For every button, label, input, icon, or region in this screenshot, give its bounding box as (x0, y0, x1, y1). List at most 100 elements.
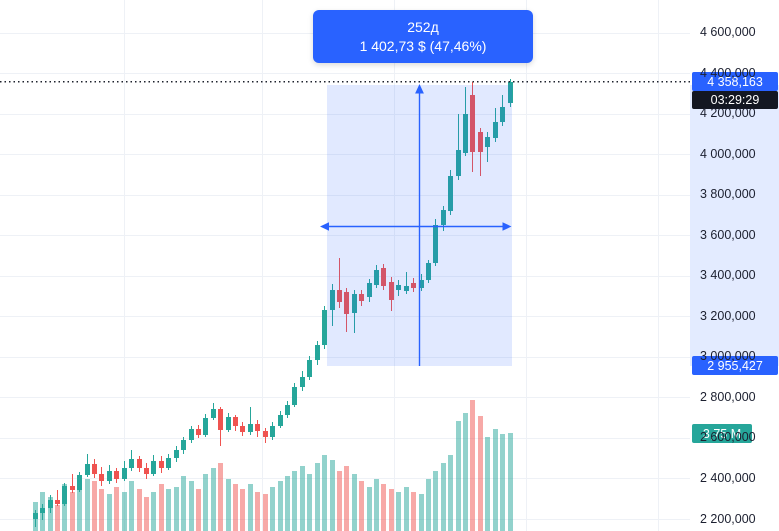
candle (233, 416, 239, 426)
price-tick-label: 2 200,000 (700, 511, 756, 526)
gridline-vertical (394, 0, 395, 531)
volume-bar (448, 455, 454, 531)
volume-bar (188, 481, 194, 531)
volume-bar (433, 470, 439, 531)
volume-bar (181, 476, 187, 531)
gridline-horizontal (0, 194, 690, 196)
candle (151, 461, 157, 475)
candle (270, 426, 276, 438)
candle (188, 428, 194, 440)
price-axis[interactable]: 4 358,163 03:29:29 2 955,427 3,75 M 4 60… (690, 0, 779, 531)
candle (403, 286, 409, 292)
gridline-vertical (526, 0, 527, 531)
volume-bar (129, 481, 135, 531)
candle-wick (405, 271, 407, 295)
chart-pane[interactable] (0, 0, 690, 531)
gridline-horizontal (0, 73, 690, 75)
candle (344, 291, 350, 315)
gridline-horizontal (0, 235, 690, 237)
candle (418, 279, 424, 288)
volume-bar (381, 483, 387, 531)
gridline-horizontal (0, 356, 690, 358)
candle (492, 121, 498, 138)
arrow-left-icon (320, 222, 329, 231)
gridline-horizontal (0, 113, 690, 115)
volume-bar (69, 491, 75, 531)
volume-bar (307, 473, 313, 531)
candle (262, 431, 268, 438)
volume-bar (233, 483, 239, 531)
volume-bar (485, 436, 491, 531)
candle (359, 294, 365, 302)
last-price-badge: 4 358,163 (692, 72, 778, 91)
volume-bar (151, 491, 157, 531)
candle (477, 131, 483, 153)
volume-bar (314, 463, 320, 531)
volume-bar (240, 489, 246, 531)
candle (463, 113, 469, 154)
candle (307, 360, 313, 378)
gridline-vertical (658, 0, 659, 531)
candle (411, 283, 417, 288)
candle (84, 463, 90, 476)
candle (32, 513, 38, 519)
candle (322, 310, 328, 345)
candle (440, 210, 446, 226)
candle (47, 499, 53, 509)
candle (166, 458, 172, 469)
candle (329, 289, 335, 311)
volume-bar (136, 489, 142, 531)
volume-bar (247, 483, 253, 531)
volume-bar (396, 491, 402, 531)
candle (284, 404, 290, 415)
candle (62, 486, 68, 504)
volume-bar (262, 494, 268, 531)
volume-bar (158, 483, 164, 531)
candle (500, 106, 506, 122)
gridline-horizontal (0, 397, 690, 399)
price-tick-label: 3 200,000 (700, 308, 756, 323)
volume-bar (403, 486, 409, 531)
price-tick-label: 3 600,000 (700, 227, 756, 242)
candle (69, 486, 75, 490)
volume-badge: 3,75 M (692, 424, 752, 443)
candle (54, 499, 60, 504)
candle (455, 150, 461, 177)
volume-bar (299, 465, 305, 531)
axis-measure-highlight (690, 85, 779, 366)
volume-bar (359, 481, 365, 531)
candle (299, 377, 305, 388)
measure-days-label: 252д (407, 19, 439, 35)
price-tick-label: 4 600,000 (700, 25, 756, 39)
candle (292, 387, 298, 405)
price-tick-label: 3 400,000 (700, 268, 756, 283)
volume-bar (477, 416, 483, 531)
volume-bar (255, 491, 261, 531)
price-tick-label: 3 000,000 (700, 349, 756, 364)
candle (92, 463, 98, 474)
candle (351, 294, 357, 314)
volume-bar (92, 481, 98, 531)
volume-bar (106, 494, 112, 531)
volume-bar (351, 473, 357, 531)
candle (114, 470, 120, 479)
price-tick-label: 2 400,000 (700, 470, 756, 485)
candle (210, 408, 216, 418)
measure-from-price-badge: 2 955,427 (692, 356, 778, 375)
gridline-vertical (124, 0, 125, 531)
candle (448, 176, 454, 211)
volume-bar (225, 478, 231, 531)
volume-bar (336, 470, 342, 531)
candle (425, 262, 431, 280)
candle (255, 423, 261, 432)
candle (470, 95, 476, 153)
volume-bar (329, 460, 335, 531)
volume-bar (492, 429, 498, 531)
candle (181, 439, 187, 451)
volume-bar (121, 491, 127, 531)
volume-bar (388, 489, 394, 531)
volume-bar (418, 494, 424, 531)
volume-bar (54, 504, 60, 531)
candle (381, 267, 387, 286)
